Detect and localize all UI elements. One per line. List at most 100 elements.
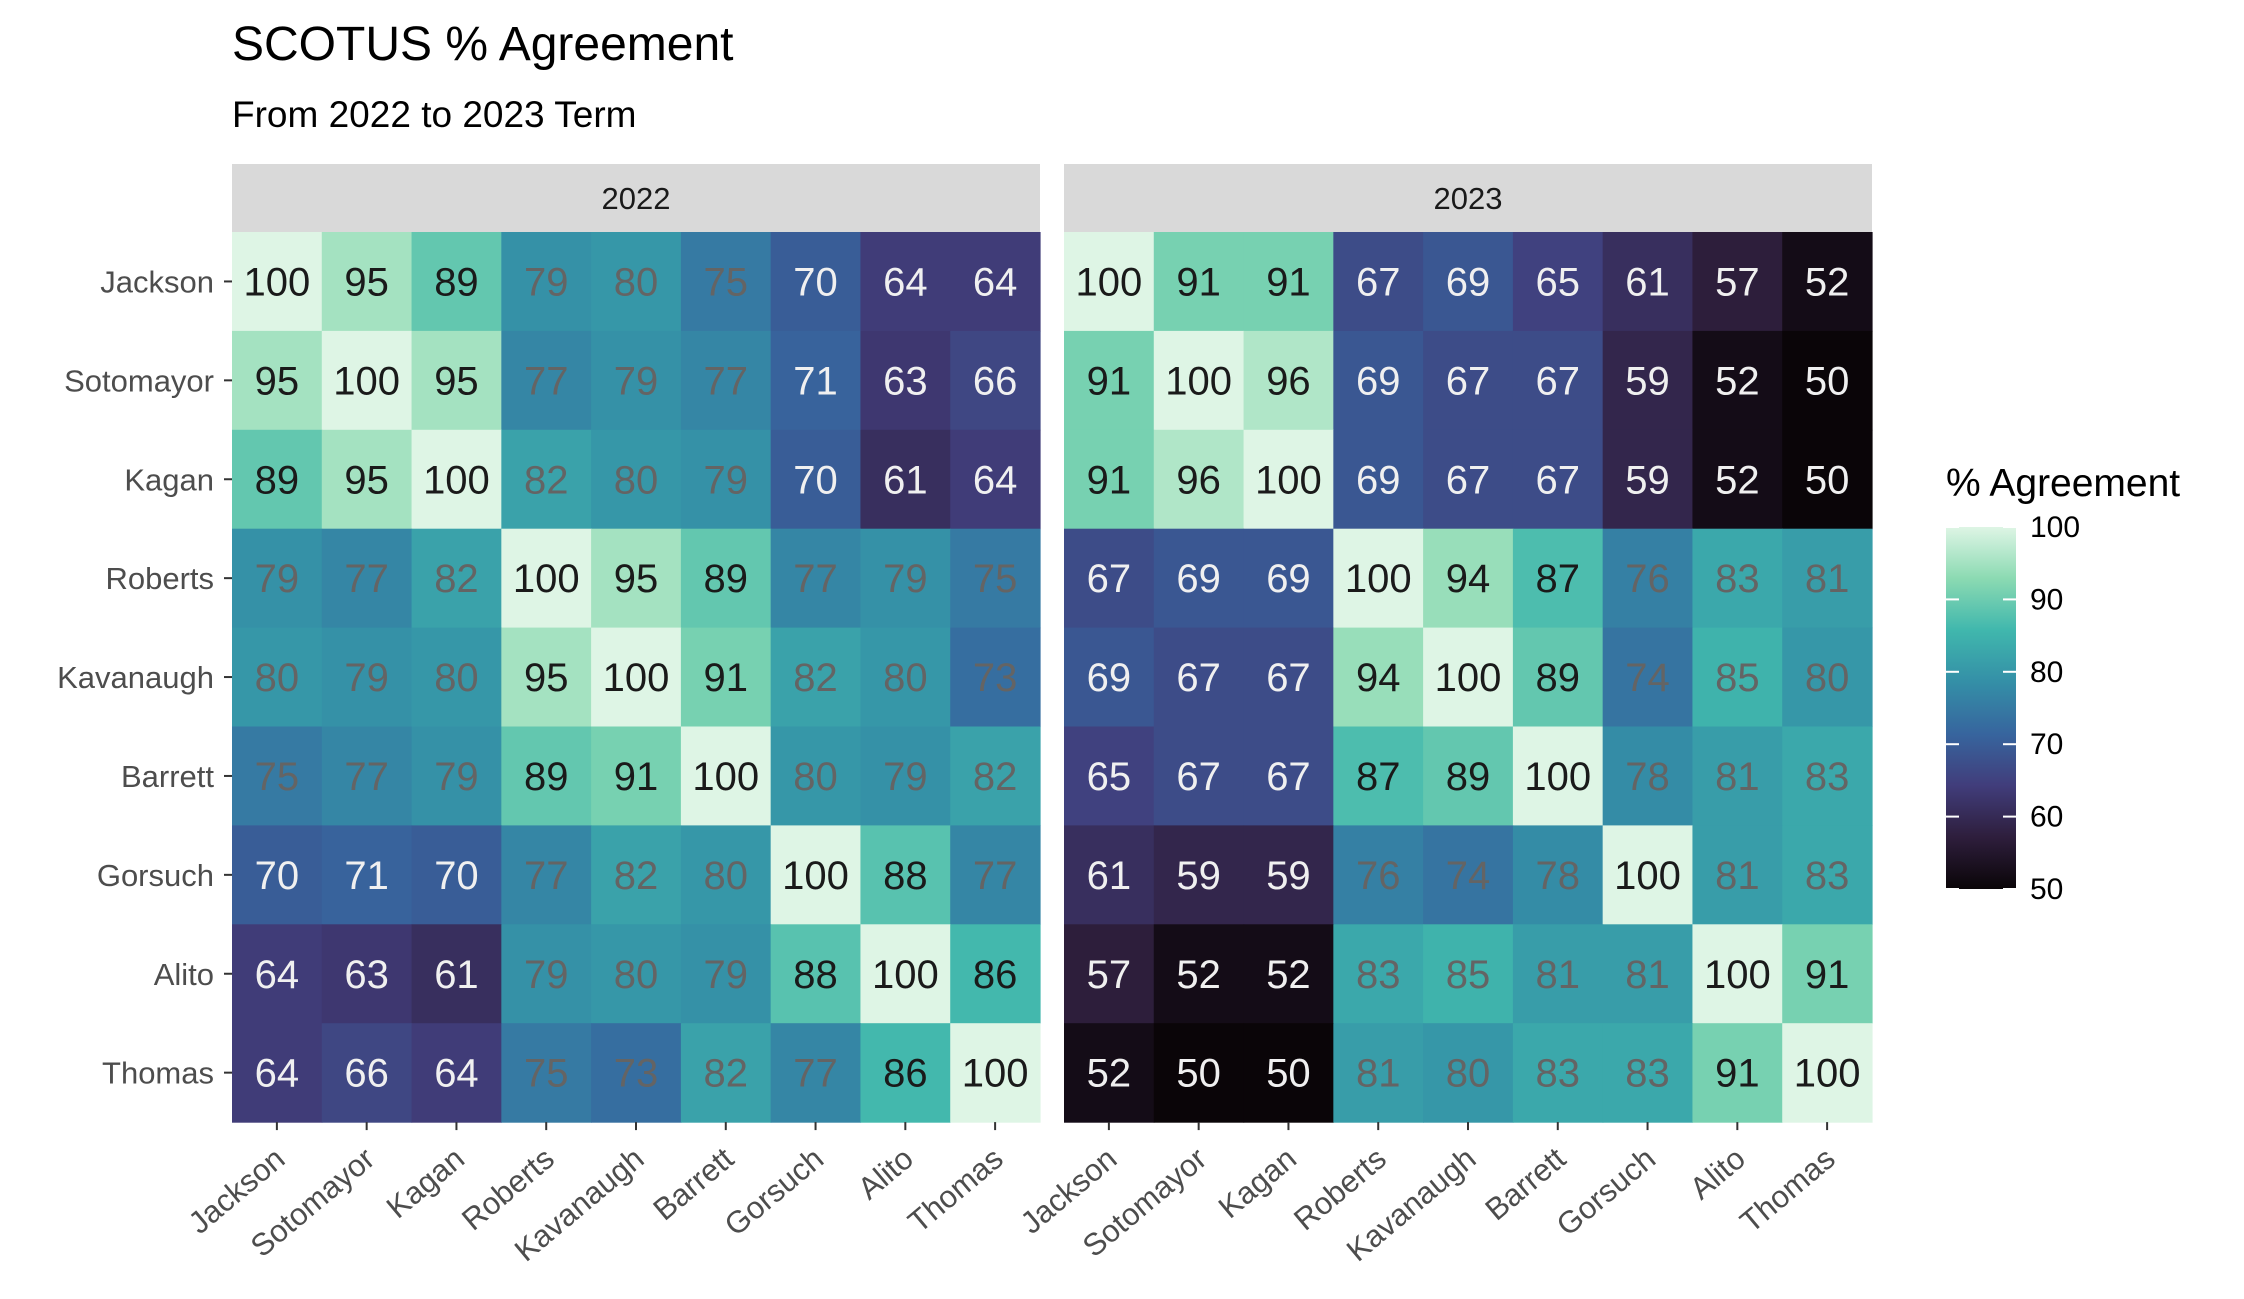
cell-label: 91 bbox=[1715, 1052, 1760, 1096]
cell-label: 100 bbox=[872, 953, 939, 997]
heatmap-cell bbox=[1512, 528, 1604, 629]
y-axis-tick-label: Sotomayor bbox=[64, 363, 214, 398]
cell-label: 80 bbox=[614, 260, 659, 304]
heatmap-cell bbox=[1602, 924, 1694, 1024]
heatmap-cell bbox=[1423, 429, 1514, 530]
cell-label: 100 bbox=[1076, 260, 1143, 304]
heatmap-cell bbox=[1333, 1023, 1424, 1123]
heatmap-cell bbox=[591, 627, 682, 728]
cell-label: 86 bbox=[883, 1052, 928, 1096]
cell-label: 95 bbox=[344, 458, 389, 502]
cell-label: 100 bbox=[692, 755, 759, 799]
heatmap-cell bbox=[1064, 924, 1155, 1024]
cell-label: 88 bbox=[883, 854, 928, 898]
cell-label: 100 bbox=[244, 260, 311, 304]
heatmap-cell bbox=[860, 429, 951, 530]
heatmap-cell bbox=[860, 1023, 951, 1123]
heatmap-cell bbox=[321, 330, 413, 431]
cell-label: 81 bbox=[1356, 1052, 1401, 1096]
cell-label: 52 bbox=[1266, 953, 1311, 997]
legend-colorbar bbox=[1946, 527, 2016, 889]
cell-label: 82 bbox=[434, 557, 479, 601]
heatmap-cell bbox=[1782, 429, 1873, 530]
heatmap-cell bbox=[680, 825, 772, 925]
heatmap-cell bbox=[1692, 825, 1783, 925]
heatmap-cell bbox=[1333, 726, 1424, 826]
heatmap-cell bbox=[1064, 627, 1155, 728]
cell-label: 64 bbox=[883, 260, 928, 304]
heatmap-cell bbox=[680, 1023, 772, 1123]
cell-label: 81 bbox=[1536, 953, 1581, 997]
cell-label: 79 bbox=[524, 953, 569, 997]
heatmap-cell bbox=[1512, 627, 1604, 728]
cell-label: 81 bbox=[1715, 755, 1760, 799]
cell-label: 52 bbox=[1805, 260, 1850, 304]
cell-label: 88 bbox=[793, 953, 838, 997]
cell-label: 70 bbox=[793, 458, 838, 502]
heatmap-cell bbox=[1333, 232, 1424, 332]
heatmap-cell bbox=[411, 924, 502, 1024]
heatmap-cell bbox=[1153, 825, 1245, 925]
heatmap-cell bbox=[1423, 528, 1514, 629]
cell-label: 65 bbox=[1087, 755, 1132, 799]
heatmap-cell bbox=[1243, 924, 1334, 1024]
heatmap-cell bbox=[860, 330, 951, 431]
heatmap-cell bbox=[232, 627, 323, 728]
heatmap-cell bbox=[860, 232, 951, 332]
heatmap-cell bbox=[232, 429, 323, 530]
cell-label: 67 bbox=[1266, 656, 1311, 700]
heatmap-cell bbox=[1153, 924, 1245, 1024]
cell-label: 91 bbox=[1087, 359, 1132, 403]
cell-label: 67 bbox=[1536, 458, 1581, 502]
cell-label: 77 bbox=[344, 755, 389, 799]
cell-label: 83 bbox=[1356, 953, 1401, 997]
heatmap-cell bbox=[1512, 825, 1604, 925]
heatmap-cell bbox=[770, 232, 862, 332]
cell-label: 69 bbox=[1176, 557, 1221, 601]
heatmap-cell bbox=[591, 528, 682, 629]
cell-label: 67 bbox=[1536, 359, 1581, 403]
heatmap-cell bbox=[1782, 1023, 1873, 1123]
heatmap-cell bbox=[860, 726, 951, 826]
cell-label: 89 bbox=[1536, 656, 1581, 700]
heatmap-cell bbox=[1602, 825, 1694, 925]
heatmap-cell bbox=[1692, 924, 1783, 1024]
cell-label: 91 bbox=[1087, 458, 1132, 502]
cell-label: 82 bbox=[973, 755, 1018, 799]
cell-label: 86 bbox=[973, 953, 1018, 997]
x-axis-tick-label: Thomas bbox=[901, 1141, 1009, 1240]
heatmap-cell bbox=[1153, 429, 1245, 530]
cell-label: 85 bbox=[1446, 953, 1491, 997]
heatmap-cell bbox=[591, 1023, 682, 1123]
heatmap-cell bbox=[950, 528, 1041, 629]
cell-label: 82 bbox=[614, 854, 659, 898]
heatmap-cell bbox=[1692, 232, 1783, 332]
facet-label: 2023 bbox=[1434, 181, 1503, 216]
heatmap-cell bbox=[1423, 726, 1514, 826]
heatmap-cell bbox=[1243, 330, 1334, 431]
heatmap-cell bbox=[1064, 528, 1155, 629]
heatmap-cell bbox=[1064, 726, 1155, 826]
heatmap-cell bbox=[1064, 330, 1155, 431]
heatmap-cell bbox=[1602, 1023, 1694, 1123]
cell-label: 67 bbox=[1446, 458, 1491, 502]
cell-label: 75 bbox=[524, 1052, 569, 1096]
heatmap-cell bbox=[501, 825, 592, 925]
heatmap-cell bbox=[501, 232, 592, 332]
cell-label: 91 bbox=[1176, 260, 1221, 304]
cell-label: 61 bbox=[434, 953, 479, 997]
heatmap-cell bbox=[770, 528, 862, 629]
cell-label: 94 bbox=[1446, 557, 1491, 601]
legend-tick-label: 80 bbox=[2030, 656, 2063, 689]
cell-label: 83 bbox=[1805, 755, 1850, 799]
cell-label: 52 bbox=[1715, 359, 1760, 403]
heatmap-cell bbox=[232, 330, 323, 431]
panel-2023: 2023 100 91 91 67 69 65 61 57 52 91 100 96 69 67 67 59 52… bbox=[1014, 164, 1873, 1268]
cell-label: 87 bbox=[1536, 557, 1581, 601]
cell-label: 100 bbox=[333, 359, 400, 403]
cell-label: 59 bbox=[1176, 854, 1221, 898]
heatmap-cell bbox=[501, 330, 592, 431]
x-axis-tick-label: Gorsuch bbox=[1550, 1141, 1662, 1243]
heatmap-cell bbox=[1064, 429, 1155, 530]
cell-label: 81 bbox=[1625, 953, 1670, 997]
